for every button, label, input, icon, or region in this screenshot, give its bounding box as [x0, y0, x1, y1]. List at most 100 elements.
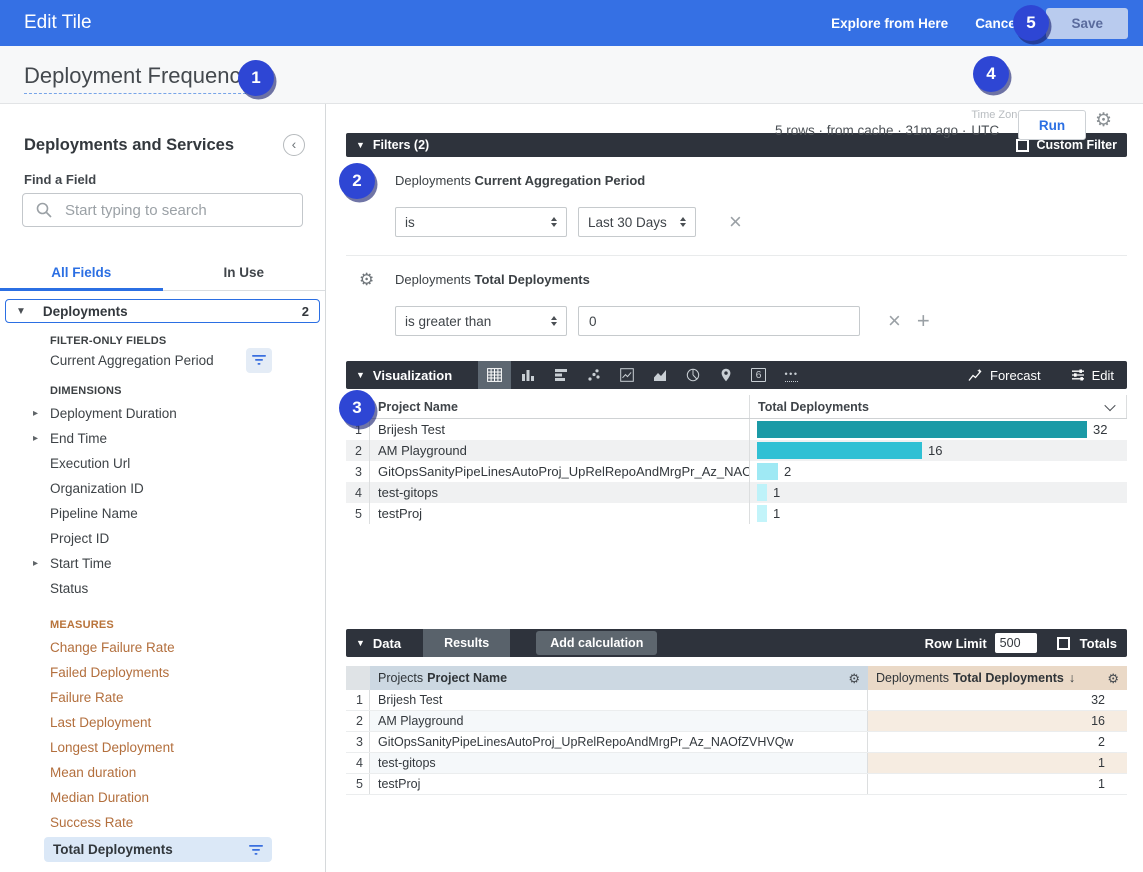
- dimension-item[interactable]: Pipeline Name: [0, 501, 325, 526]
- viz-table-row[interactable]: 4 test-gitops 1: [346, 482, 1127, 503]
- viz-table-header: Project Name Total Deployments: [346, 395, 1127, 419]
- section-collapse-icon[interactable]: ▼: [356, 140, 365, 150]
- viz-col-project-name[interactable]: Project Name: [370, 395, 750, 418]
- viz-table-row[interactable]: 1 Brijesh Test 32: [346, 419, 1127, 440]
- tile-title[interactable]: Deployment Frequency: [24, 63, 252, 94]
- edit-viz-button[interactable]: Edit: [1071, 368, 1114, 383]
- field-label: Last Deployment: [50, 715, 152, 730]
- single-value-icon[interactable]: 6: [742, 361, 775, 389]
- col1-field: Project Name: [427, 671, 508, 685]
- scatter-plot-icon[interactable]: [577, 361, 610, 389]
- bar-value-label: 16: [928, 443, 943, 458]
- cancel-link[interactable]: Cancel: [975, 15, 1020, 31]
- project-name-cell: Brijesh Test: [370, 690, 868, 710]
- viz-table-row[interactable]: 5 testProj 1: [346, 503, 1127, 524]
- explore-from-here-link[interactable]: Explore from Here: [831, 15, 949, 31]
- dimension-item[interactable]: Execution Url: [0, 451, 325, 476]
- data-section-header[interactable]: ▼ Data Results Add calculation Row Limit…: [346, 629, 1127, 657]
- data-table-row[interactable]: 5 testProj 1: [346, 774, 1127, 795]
- dimension-item[interactable]: Status: [0, 576, 325, 601]
- row-limit-input[interactable]: [994, 633, 1037, 653]
- bar-value-label: 32: [1093, 422, 1108, 437]
- line-chart-icon[interactable]: [610, 361, 643, 389]
- filters-title: Filters (2): [372, 138, 430, 152]
- filter-icon[interactable]: [246, 347, 272, 373]
- table-icon[interactable]: [478, 361, 511, 389]
- pie-chart-icon[interactable]: [676, 361, 709, 389]
- visualization-section-header[interactable]: ▼ Visualization 6 ••• Forecast Edit: [346, 361, 1127, 389]
- field-search-box[interactable]: [22, 193, 303, 227]
- deployments-group-row[interactable]: ▼ Deployments 2: [5, 299, 320, 323]
- remove-filter-icon[interactable]: ×: [729, 209, 742, 234]
- custom-filter-checkbox[interactable]: [1016, 138, 1030, 152]
- measures-list: Change Failure Rate Failed Deployments Fai…: [0, 635, 325, 835]
- dimension-item[interactable]: Organization ID: [0, 476, 325, 501]
- gear-icon[interactable]: ⚙: [1095, 110, 1113, 131]
- dimension-item[interactable]: ▸ Deployment Duration: [0, 401, 325, 426]
- totals-checkbox[interactable]: [1056, 636, 1070, 650]
- viz-col-total-deployments[interactable]: Total Deployments: [750, 395, 1127, 418]
- measure-item[interactable]: Median Duration: [0, 785, 325, 810]
- remove-filter-icon[interactable]: ×: [888, 308, 901, 333]
- data-table-row[interactable]: 2 AM Playground 16: [346, 711, 1127, 732]
- more-icon[interactable]: •••: [775, 361, 808, 389]
- column-gear-icon[interactable]: ⚙: [848, 670, 860, 686]
- filter1-operator-select[interactable]: is: [395, 207, 567, 237]
- field-label: Status: [50, 581, 89, 596]
- row-number: 2: [346, 440, 370, 461]
- filter2-field: Total Deployments: [474, 272, 590, 287]
- filter1-controls: is Last 30 Days ×: [395, 207, 742, 237]
- dimension-item[interactable]: Project ID: [0, 526, 325, 551]
- dimension-item[interactable]: ▸ Start Time: [0, 551, 325, 576]
- filter-icon[interactable]: [248, 844, 264, 856]
- column-chart-icon[interactable]: [511, 361, 544, 389]
- filters-section-header[interactable]: ▼ Filters (2) Custom Filter: [346, 133, 1127, 157]
- filter2-value-input[interactable]: [578, 306, 860, 336]
- viz-table-row[interactable]: 2 AM Playground 16: [346, 440, 1127, 461]
- column-gear-icon[interactable]: ⚙: [1107, 670, 1119, 686]
- measure-item[interactable]: Success Rate: [0, 810, 325, 835]
- data-col-total-deployments[interactable]: Deployments Total Deployments ↓ ⚙: [868, 666, 1127, 690]
- data-table-row[interactable]: 4 test-gitops 1: [346, 753, 1127, 774]
- run-button[interactable]: Run: [1018, 110, 1086, 140]
- data-col-project-name[interactable]: Projects Project Name ⚙: [370, 666, 868, 690]
- filter1-value-select[interactable]: Last 30 Days: [578, 207, 696, 237]
- selected-measure-row[interactable]: Total Deployments: [44, 837, 272, 862]
- data-table-row[interactable]: 3 GitOpsSanityPipeLinesAutoProj_UpRelRepo…: [346, 732, 1127, 753]
- measure-item[interactable]: Mean duration: [0, 760, 325, 785]
- filter2-operator-select[interactable]: is greater than: [395, 306, 567, 336]
- section-collapse-icon[interactable]: ▼: [356, 370, 365, 380]
- data-table-header: Projects Project Name ⚙ Deployments Tota…: [346, 666, 1127, 690]
- add-filter-icon[interactable]: +: [916, 308, 930, 333]
- chevron-down-icon[interactable]: [1104, 399, 1116, 411]
- viz-table-row[interactable]: 3 GitOpsSanityPipeLinesAutoProj_UpRelRepo…: [346, 461, 1127, 482]
- unfold-icon: [551, 316, 557, 326]
- data-title: Data: [372, 635, 402, 651]
- add-calculation-button[interactable]: Add calculation: [536, 631, 658, 655]
- data-table-row[interactable]: 1 Brijesh Test 32: [346, 690, 1127, 711]
- measure-item[interactable]: Failed Deployments: [0, 660, 325, 685]
- results-tab[interactable]: Results: [423, 629, 511, 657]
- save-button[interactable]: Save: [1046, 7, 1128, 39]
- field-label: Start Time: [50, 556, 112, 571]
- filter1-field-label: Deployments Current Aggregation Period: [395, 173, 645, 188]
- forecast-button[interactable]: Forecast: [968, 368, 1041, 383]
- explore-main-area: ▼ Filters (2) Custom Filter Deployments …: [346, 104, 1127, 872]
- bar-chart-icon[interactable]: [544, 361, 577, 389]
- measure-item[interactable]: Failure Rate: [0, 685, 325, 710]
- section-collapse-icon[interactable]: ▼: [356, 638, 365, 648]
- tab-all-fields[interactable]: All Fields: [0, 255, 163, 291]
- measure-item[interactable]: Longest Deployment: [0, 735, 325, 760]
- map-pin-icon[interactable]: [709, 361, 742, 389]
- collapse-sidebar-button[interactable]: ‹: [283, 134, 305, 156]
- area-chart-icon[interactable]: [643, 361, 676, 389]
- filter-only-field-row[interactable]: Current Aggregation Period: [0, 347, 325, 373]
- timezone-value[interactable]: UTC: [971, 123, 1000, 138]
- dimension-item[interactable]: ▸ End Time: [0, 426, 325, 451]
- filter-gear-icon[interactable]: ⚙: [359, 270, 375, 289]
- measure-item[interactable]: Change Failure Rate: [0, 635, 325, 660]
- measure-item[interactable]: Last Deployment: [0, 710, 325, 735]
- tab-in-use[interactable]: In Use: [223, 265, 264, 280]
- field-search-input[interactable]: [65, 201, 290, 219]
- timezone-label: Time Zone: [971, 109, 1024, 121]
